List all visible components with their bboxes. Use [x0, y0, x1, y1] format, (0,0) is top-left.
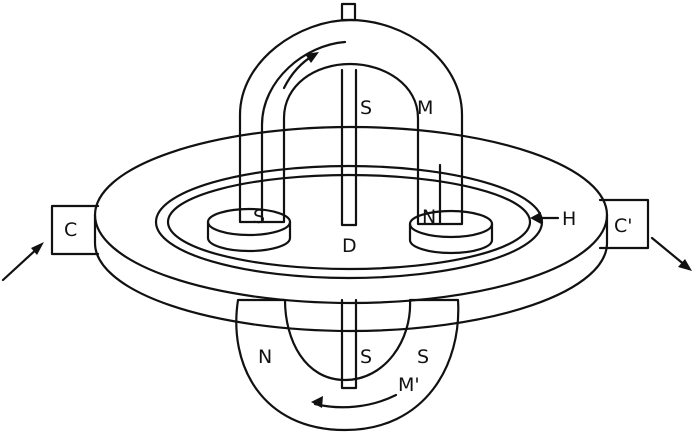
label-s-left-pole: S [253, 206, 265, 228]
label-d: D [342, 235, 357, 257]
current-in-arrow [1, 242, 44, 282]
label-s-lower-right: S [417, 346, 429, 368]
brush-clamp-c [50, 204, 100, 256]
label-s-top: S [360, 97, 372, 119]
brush-clamp-c-prime [598, 198, 650, 250]
spindle-lower [340, 298, 358, 390]
label-n-lower: N [258, 346, 272, 368]
rotation-arrow-upper [282, 52, 319, 90]
upper-magnet [206, 2, 494, 255]
h-leader-arrow [530, 212, 560, 224]
lower-magnet [235, 298, 460, 432]
label-n-right-pole: N [422, 206, 436, 228]
copper-disc [93, 125, 609, 333]
label-h: H [562, 208, 576, 230]
spindle-upper [340, 68, 358, 227]
label-c-prime: C' [614, 215, 633, 237]
current-out-arrow [650, 236, 692, 271]
label-c: C [64, 219, 77, 241]
rotation-arrow-lower [311, 393, 398, 409]
label-m-prime: M' [398, 374, 420, 396]
label-s-lower-left: S [360, 346, 372, 368]
label-m: M [417, 97, 433, 119]
